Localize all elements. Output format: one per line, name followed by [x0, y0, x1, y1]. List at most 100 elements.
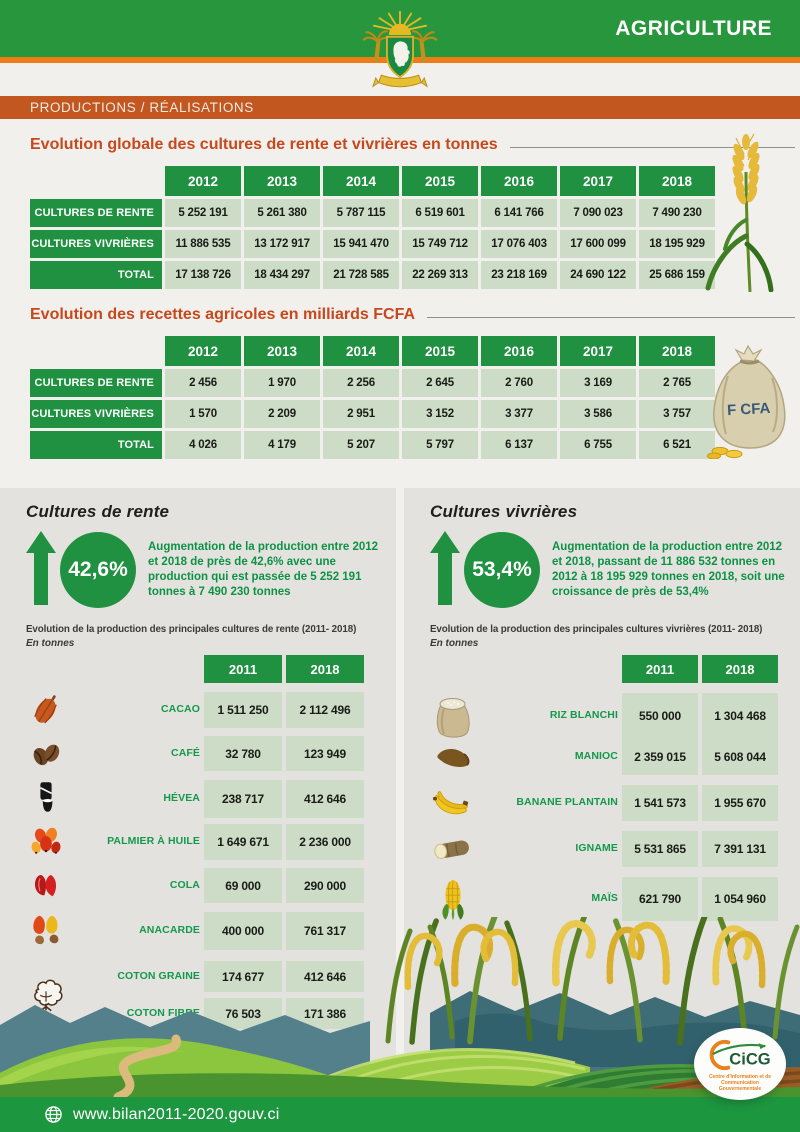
value-cell: 6 519 601: [402, 199, 478, 227]
crop-value-2011: 2 359 015: [622, 739, 698, 775]
wheat-stalk-illustration: [692, 132, 797, 297]
growth-stat-vivrieres: 53,4% Augmentation de la production entr…: [430, 530, 800, 610]
value-cell: 2 645: [402, 369, 478, 397]
value-cell: 3 169: [560, 369, 636, 397]
crop-label: IGNAME: [575, 842, 618, 855]
crop-value-2018: 1 054 960: [702, 877, 778, 921]
crop-row-igname: IGNAME 5 531 865 7 391 131: [430, 831, 800, 867]
crop-value-2018: 1 955 670: [702, 785, 778, 821]
rice-sack-icon: [430, 693, 476, 739]
crop-value-2011: 400 000: [204, 912, 282, 950]
crop-label: COLA: [169, 878, 200, 891]
website-url[interactable]: www.bilan2011-2020.gouv.ci: [73, 1105, 280, 1123]
year-header: 2014: [323, 166, 399, 196]
crop-label: COTON GRAINE: [117, 969, 200, 982]
crop-row-coton-graine: COTON GRAINE 174 677 412 646: [26, 961, 396, 992]
coffee-beans-icon: [26, 737, 66, 771]
crop-value-2018: 412 646: [286, 780, 364, 818]
table-corner: [30, 166, 162, 196]
value-cell: 7 090 023: [560, 199, 636, 227]
section-banner-title: PRODUCTIONS / RÉALISATIONS: [30, 100, 254, 115]
crop-label: CAFÉ: [171, 746, 200, 759]
crop-row-coton-fibre: COTON FIBRE 76 503 171 386: [26, 998, 396, 1029]
crop-row-mais: MAÏS 621 790 1 054 960: [430, 877, 800, 921]
crop-label: COTON FIBRE: [126, 1006, 200, 1019]
value-cell: 17 138 726: [165, 261, 241, 289]
crop-label: HÉVEA: [163, 792, 200, 805]
crop-value-2011: 32 780: [204, 736, 282, 771]
unit-label: En tonnes: [430, 638, 479, 649]
crop-value-2018: 2 112 496: [286, 692, 364, 728]
panel-vivrieres-title: Cultures vivrières: [430, 502, 578, 521]
value-cell: 22 269 313: [402, 261, 478, 289]
growth-stat-rente: 42,6% Augmentation de la production entr…: [26, 530, 396, 610]
value-cell: 17 076 403: [481, 230, 557, 258]
section-banner: PRODUCTIONS / RÉALISATIONS: [0, 96, 800, 119]
table-tonnes-title: Evolution globale des cultures de rente …: [30, 136, 498, 153]
year-header: 2012: [165, 166, 241, 196]
money-bag-illustration: F CFA: [698, 334, 798, 464]
crop-row-hevea: HÉVEA 238 717 412 646: [26, 780, 396, 818]
crop-label: CACAO: [161, 703, 200, 716]
value-cell: 6 137: [481, 431, 557, 459]
table-tonnes: 2012 2013 2014 2015 2016 2017 2018 CULTU…: [30, 166, 715, 289]
crop-row-riz: RIZ BLANCHI 550 000 1 304 468: [430, 693, 800, 739]
value-cell: 18 195 929: [639, 230, 715, 258]
value-cell: 13 172 917: [244, 230, 320, 258]
year-header: 2017: [560, 336, 636, 366]
value-cell: 24 690 122: [560, 261, 636, 289]
crop-label: ANACARDE: [139, 924, 200, 937]
title-rule: [509, 147, 795, 148]
value-cell: 5 261 380: [244, 199, 320, 227]
crop-row-manioc: MANIOC 2 359 015 5 608 044: [430, 739, 800, 775]
year-header: 2013: [244, 166, 320, 196]
value-cell: 2 209: [244, 400, 320, 428]
corn-cob-icon: [430, 877, 476, 921]
year-header: 2015: [402, 166, 478, 196]
table-fcfa-title-row: Evolution des recettes agricoles en mill…: [30, 306, 795, 324]
cashew-apples-icon: [26, 912, 66, 950]
value-cell: 2 256: [323, 369, 399, 397]
year-header: 2014: [323, 336, 399, 366]
value-cell: 11 886 535: [165, 230, 241, 258]
value-cell: 4 026: [165, 431, 241, 459]
cicg-subtitle: Centre d'Information et de Communication…: [708, 1073, 772, 1092]
value-cell: 2 456: [165, 369, 241, 397]
crop-table-vivrieres-title: Evolution de la production des principal…: [430, 624, 763, 635]
crop-value-2011: 174 677: [204, 961, 282, 992]
value-cell: 6 141 766: [481, 199, 557, 227]
crop-value-2018: 290 000: [286, 868, 364, 903]
growth-description-vivrieres: Augmentation de la production entre 2012…: [552, 540, 785, 599]
col-header-2011: 2011: [204, 655, 282, 683]
value-cell: 5 207: [323, 431, 399, 459]
crop-row-anacarde: ANACARDE 400 000 761 317: [26, 912, 396, 950]
value-cell: 4 179: [244, 431, 320, 459]
crop-value-2011: 550 000: [622, 693, 698, 739]
value-cell: 2 765: [639, 369, 715, 397]
cicg-acronym: CiCG: [729, 1049, 770, 1068]
crop-value-2018: 171 386: [286, 998, 364, 1029]
globe-icon: [44, 1105, 63, 1124]
crop-label: PALMIER À HUILE: [107, 835, 200, 848]
value-cell: 1 570: [165, 400, 241, 428]
value-cell: 15 941 470: [323, 230, 399, 258]
growth-badge-vivrieres: 53,4%: [464, 532, 540, 608]
row-label: CULTURES VIVRIÈRES: [30, 400, 162, 428]
value-cell: 3 757: [639, 400, 715, 428]
value-cell: 3 152: [402, 400, 478, 428]
crop-value-2018: 7 391 131: [702, 831, 778, 867]
col-header-2011: 2011: [622, 655, 698, 683]
up-arrow-icon: [430, 530, 460, 610]
crop-value-2011: 1 649 671: [204, 824, 282, 860]
year-header: 2016: [481, 336, 557, 366]
value-cell: 1 970: [244, 369, 320, 397]
value-cell: 3 377: [481, 400, 557, 428]
year-header: 2015: [402, 336, 478, 366]
col-header-2018: 2018: [286, 655, 364, 683]
value-cell: 5 252 191: [165, 199, 241, 227]
value-cell: 17 600 099: [560, 230, 636, 258]
palm-oil-fruits-icon: [26, 824, 66, 860]
growth-description-rente: Augmentation de la production entre 2012…: [148, 540, 379, 599]
year-header: 2013: [244, 336, 320, 366]
crop-row-banane: BANANE PLANTAIN 1 541 573 1 955 670: [430, 785, 800, 821]
